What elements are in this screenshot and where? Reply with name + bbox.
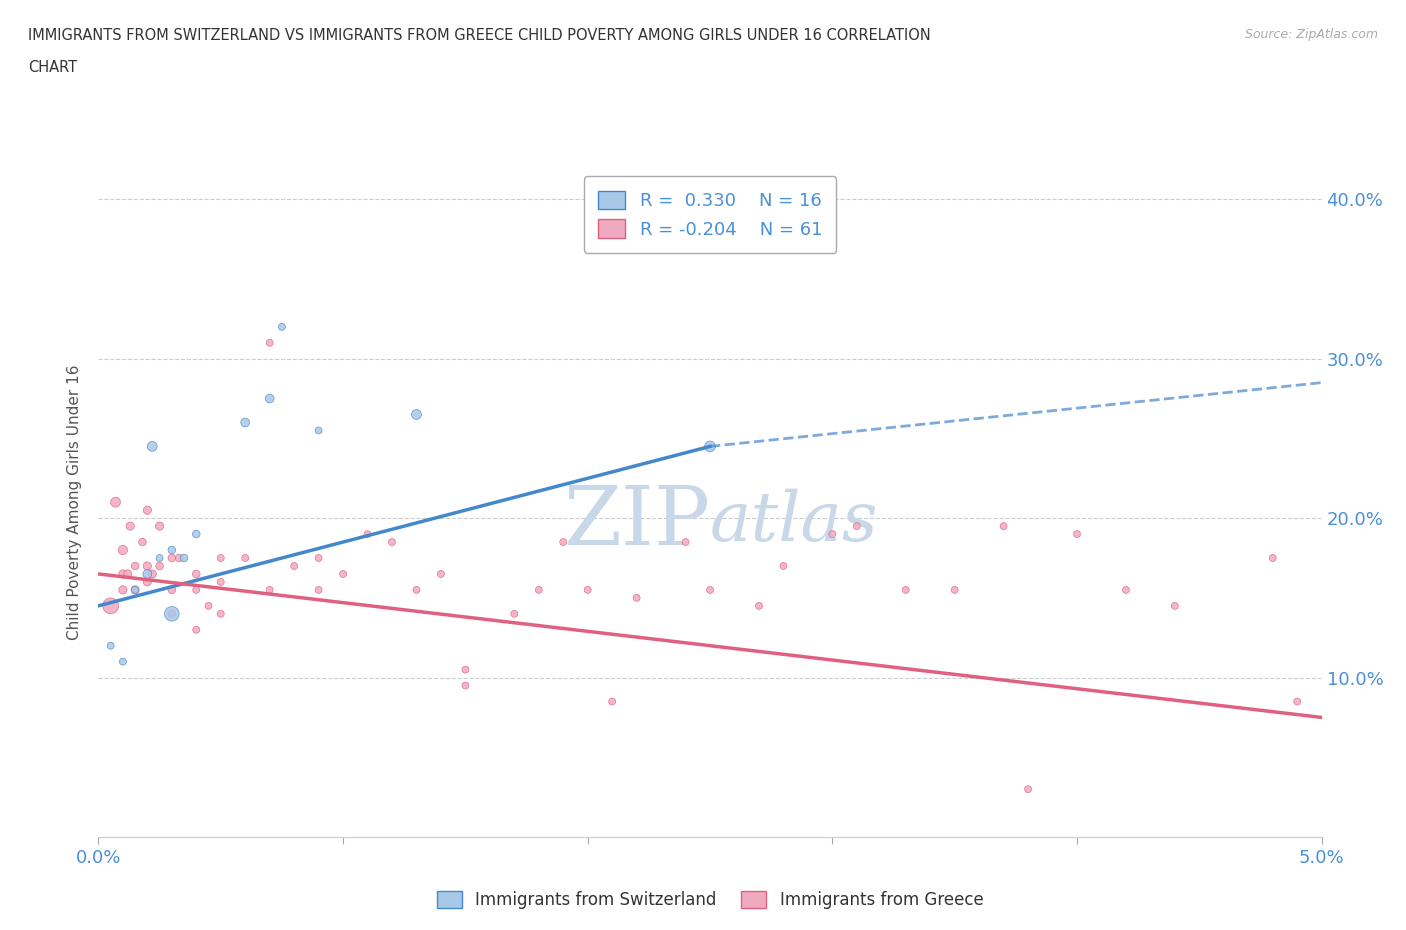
Point (120, 519, 142, 534)
Point (748, 598, 770, 613)
Point (1164, 598, 1187, 613)
Point (405, 407, 427, 422)
Legend: Immigrants from Switzerland, Immigrants from Greece: Immigrants from Switzerland, Immigrants … (430, 884, 990, 916)
Point (454, 662, 477, 677)
Point (160, 542, 183, 557)
Point (136, 503, 159, 518)
Point (553, 535, 575, 550)
Point (943, 582, 966, 597)
Point (259, 392, 281, 406)
Point (111, 654, 134, 669)
Point (405, 582, 427, 597)
Point (136, 575, 159, 590)
Point (503, 606, 526, 621)
Point (993, 519, 1015, 534)
Point (173, 551, 195, 565)
Point (699, 582, 721, 597)
Point (160, 606, 183, 621)
Point (149, 519, 172, 534)
Point (283, 559, 305, 574)
Point (136, 566, 159, 581)
Point (124, 559, 146, 574)
Point (197, 598, 219, 613)
Text: Source: ZipAtlas.com: Source: ZipAtlas.com (1244, 28, 1378, 41)
Y-axis label: Child Poverty Among Girls Under 16: Child Poverty Among Girls Under 16 (67, 365, 83, 640)
Point (209, 551, 232, 565)
Point (149, 559, 172, 574)
Point (160, 582, 183, 597)
Point (1115, 582, 1137, 597)
Point (186, 582, 208, 597)
Point (699, 439, 721, 454)
Point (576, 582, 599, 597)
Point (141, 439, 163, 454)
Point (308, 551, 330, 565)
Point (233, 415, 256, 430)
Point (141, 566, 163, 581)
Point (167, 551, 190, 565)
Point (111, 566, 134, 581)
Point (600, 694, 623, 709)
Point (675, 535, 697, 550)
Point (308, 582, 330, 597)
Point (149, 551, 172, 565)
Point (1261, 551, 1284, 565)
Text: CHART: CHART (28, 60, 77, 75)
Point (111, 542, 134, 557)
Point (1286, 694, 1309, 709)
Point (259, 582, 281, 597)
Point (356, 526, 378, 541)
Point (1017, 782, 1039, 797)
Point (527, 582, 550, 597)
Point (772, 559, 794, 574)
Point (845, 519, 868, 534)
Point (124, 582, 146, 597)
Point (308, 423, 330, 438)
Point (1066, 526, 1088, 541)
Point (117, 566, 139, 581)
Point (136, 559, 159, 574)
Point (259, 336, 281, 351)
Point (100, 638, 122, 653)
Point (233, 551, 256, 565)
Point (894, 582, 917, 597)
Point (454, 678, 477, 693)
Point (186, 622, 208, 637)
Point (124, 582, 146, 597)
Point (186, 526, 208, 541)
Point (430, 566, 453, 581)
Point (186, 566, 208, 581)
Point (332, 566, 354, 581)
Point (626, 591, 648, 605)
Point (270, 319, 292, 334)
Point (100, 598, 122, 613)
Text: atlas: atlas (710, 489, 879, 556)
Point (381, 535, 404, 550)
Point (111, 582, 134, 597)
Point (160, 606, 183, 621)
Text: ZIP: ZIP (562, 483, 710, 563)
Point (209, 575, 232, 590)
Text: IMMIGRANTS FROM SWITZERLAND VS IMMIGRANTS FROM GREECE CHILD POVERTY AMONG GIRLS : IMMIGRANTS FROM SWITZERLAND VS IMMIGRANT… (28, 28, 931, 43)
Point (209, 606, 232, 621)
Point (131, 535, 153, 550)
Point (104, 495, 127, 510)
Point (821, 526, 844, 541)
Point (160, 551, 183, 565)
